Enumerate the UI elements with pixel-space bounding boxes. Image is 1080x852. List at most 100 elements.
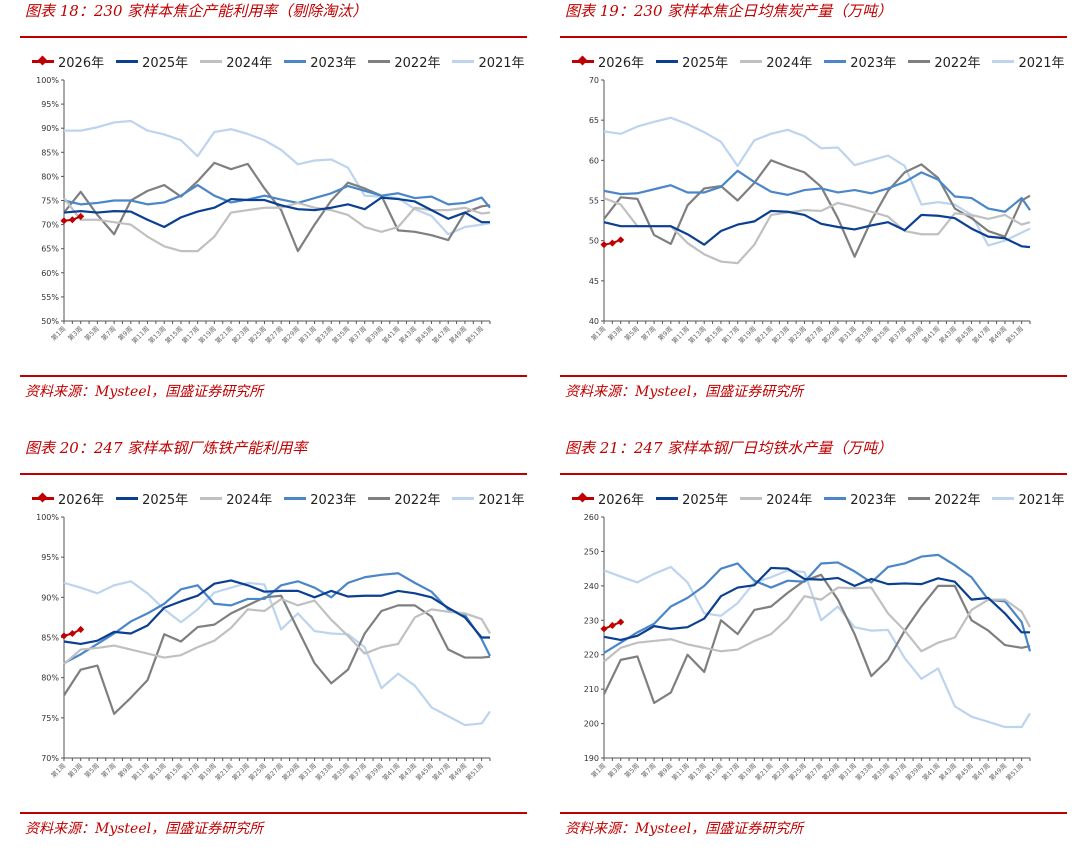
source-note: 资料来源：Mysteel，国盛证券研究所 — [25, 821, 264, 837]
legend-swatch — [656, 497, 679, 500]
x-tick-label: 第11周 — [130, 761, 151, 782]
series-line-2023 — [603, 553, 1032, 654]
legend-item: 2026年 — [32, 52, 104, 71]
x-tick-label: 第47周 — [970, 761, 991, 782]
y-tick-label: 40 — [589, 317, 599, 326]
source-note: 资料来源：Mysteel，国盛证券研究所 — [25, 384, 264, 400]
plot-area: 40455055606570第1周第3周第5周第7周第9周第11周第13周第15… — [589, 76, 1031, 345]
x-tick-label: 第31周 — [297, 761, 318, 782]
legend-label: 2023年 — [850, 56, 897, 71]
legend-label: 2024年 — [766, 493, 813, 508]
x-tick-label: 第25周 — [246, 761, 267, 782]
x-tick-label: 第43周 — [397, 324, 418, 345]
x-tick-label: 第21周 — [753, 324, 774, 345]
x-tick-label: 第31周 — [297, 324, 318, 345]
x-tick-label: 第33周 — [853, 324, 874, 345]
y-tick-label: 70 — [589, 76, 599, 85]
x-tick-label: 第41周 — [380, 761, 401, 782]
x-tick-label: 第49周 — [987, 761, 1008, 782]
series-line-2022 — [63, 161, 491, 253]
legend-item: 2023年 — [824, 489, 896, 508]
data-point-2026 — [600, 241, 608, 249]
x-tick-label: 第1周 — [589, 761, 607, 779]
plot-area: 70%75%80%85%90%95%100%第1周第3周第5周第7周第9周第11… — [36, 513, 491, 782]
x-tick-label: 第41周 — [920, 324, 941, 345]
x-tick-label: 第15周 — [163, 761, 184, 782]
x-tick-label: 第25周 — [786, 324, 807, 345]
x-tick-label: 第1周 — [49, 761, 67, 779]
chart-title: 图表 20：247 家样本钢厂炼铁产能利用率 — [25, 439, 308, 457]
series-line-2024 — [603, 586, 1031, 663]
legend-swatch — [572, 60, 594, 63]
series-line-2023 — [63, 572, 491, 665]
legend-item: 2022年 — [908, 489, 980, 508]
legend-label: 2021年 — [478, 56, 525, 71]
legend: 2026年 2025年 2024年 2023年 2022年 2021年 — [572, 489, 1065, 508]
legend-item: 2021年 — [992, 489, 1065, 508]
legend-item: 2026年 — [572, 489, 644, 508]
y-tick-label: 260 — [584, 513, 599, 522]
x-tick-label: 第7周 — [639, 324, 657, 342]
y-tick-label: 210 — [584, 685, 599, 694]
legend-label: 2022年 — [394, 56, 441, 71]
x-tick-label: 第13周 — [146, 324, 167, 345]
x-tick-label: 第23周 — [770, 761, 791, 782]
x-tick-label: 第51周 — [464, 761, 485, 782]
x-tick-label: 第3周 — [606, 324, 624, 342]
x-tick-label: 第35周 — [870, 324, 891, 345]
y-tick-label: 45 — [589, 277, 599, 286]
x-tick-label: 第19周 — [196, 761, 217, 782]
x-tick-label: 第21周 — [213, 324, 234, 345]
title-divider — [560, 473, 1067, 475]
legend-swatch — [740, 60, 763, 63]
x-tick-label: 第45周 — [414, 324, 435, 345]
series-line-2021 — [64, 119, 491, 236]
legend-label: 2026年 — [598, 56, 645, 71]
x-tick-label: 第19周 — [736, 761, 757, 782]
x-tick-label: 第51周 — [1004, 761, 1025, 782]
y-tick-label: 70% — [41, 221, 59, 230]
legend-item: 2024年 — [740, 489, 812, 508]
series-line-2025 — [603, 566, 1030, 642]
legend: 2026年 2025年 2024年 2023年 2022年 2021年 — [32, 489, 525, 508]
legend-item: 2021年 — [992, 52, 1065, 71]
y-tick-label: 220 — [584, 651, 599, 660]
y-tick-label: 70% — [41, 754, 59, 763]
x-tick-label: 第27周 — [803, 324, 824, 345]
x-tick-label: 第35周 — [330, 324, 351, 345]
y-tick-label: 80% — [41, 674, 59, 683]
y-tick-label: 250 — [584, 547, 599, 556]
legend-swatch — [908, 497, 931, 500]
x-tick-label: 第45周 — [414, 761, 435, 782]
x-tick-label: 第11周 — [130, 324, 151, 345]
legend-item: 2025年 — [116, 52, 188, 71]
x-tick-label: 第49周 — [987, 324, 1008, 345]
x-tick-label: 第15周 — [703, 761, 724, 782]
legend-swatch — [368, 60, 391, 63]
legend-swatch — [992, 497, 1015, 500]
x-tick-label: 第45周 — [954, 761, 975, 782]
source-note: 资料来源：Mysteel，国盛证券研究所 — [565, 821, 804, 837]
x-tick-label: 第7周 — [99, 324, 117, 342]
legend-swatch — [368, 497, 391, 500]
x-tick-label: 第5周 — [82, 761, 100, 779]
x-tick-label: 第25周 — [786, 761, 807, 782]
y-tick-label: 60% — [41, 269, 59, 278]
legend-swatch — [992, 60, 1015, 63]
x-tick-label: 第15周 — [703, 324, 724, 345]
y-tick-label: 85% — [41, 634, 59, 643]
x-tick-label: 第37周 — [887, 761, 908, 782]
x-tick-label: 第27周 — [803, 761, 824, 782]
legend-label: 2022年 — [934, 56, 981, 71]
legend-label: 2025年 — [682, 493, 729, 508]
legend-swatch — [572, 497, 594, 500]
legend-item: 2021年 — [452, 489, 525, 508]
data-point-2026 — [77, 625, 85, 634]
y-tick-label: 65% — [41, 245, 59, 254]
x-tick-label: 第21周 — [753, 761, 774, 782]
legend-swatch — [824, 497, 847, 500]
y-tick-label: 100% — [36, 513, 59, 522]
x-tick-label: 第29周 — [820, 761, 841, 782]
legend-label: 2023年 — [310, 56, 357, 71]
chart-panel-20: 图表 20：247 家样本钢厂炼铁产能利用率 2026年 2025年 2024年 20… — [20, 437, 527, 847]
